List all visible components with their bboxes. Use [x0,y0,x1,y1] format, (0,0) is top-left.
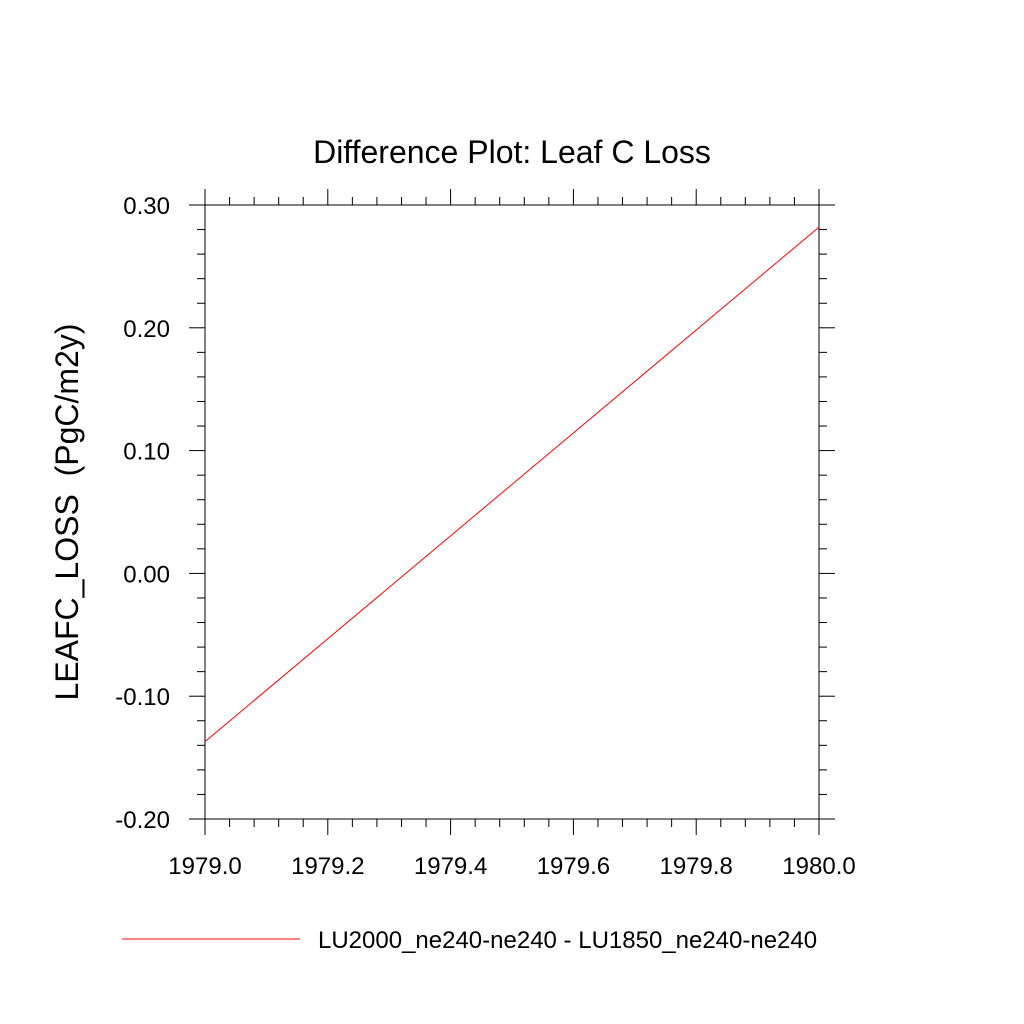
x-tick-label: 1979.0 [168,853,241,880]
y-tick-label: 0.00 [123,561,170,588]
axis-ticks [189,189,835,835]
x-tick-labels: 1979.0 1979.2 1979.4 1979.6 1979.8 1980.0 [168,853,855,880]
y-tick-label: -0.20 [115,807,170,834]
x-tick-label: 1979.2 [291,853,364,880]
chart-title: Difference Plot: Leaf C Loss [313,134,711,170]
x-tick-label: 1979.8 [659,853,732,880]
legend: LU2000_ne240-ne240 - LU1850_ne240-ne240 [122,927,817,954]
y-tick-label: -0.10 [115,684,170,711]
x-tick-label: 1979.4 [414,853,487,880]
y-axis-label: LEAFC_LOSS (PgC/m2y) [49,324,85,701]
series-layer [204,226,820,743]
y-tick-labels: -0.20 -0.10 0.00 0.10 0.20 0.30 [115,193,170,834]
x-tick-label: 1979.6 [537,853,610,880]
x-tick-label: 1980.0 [782,853,855,880]
y-tick-label: 0.20 [123,316,170,343]
legend-label: LU2000_ne240-ne240 - LU1850_ne240-ne240 [318,927,817,954]
series-line [204,226,820,743]
y-tick-label: 0.30 [123,193,170,220]
y-tick-label: 0.10 [123,439,170,466]
plot-frame [204,204,820,820]
